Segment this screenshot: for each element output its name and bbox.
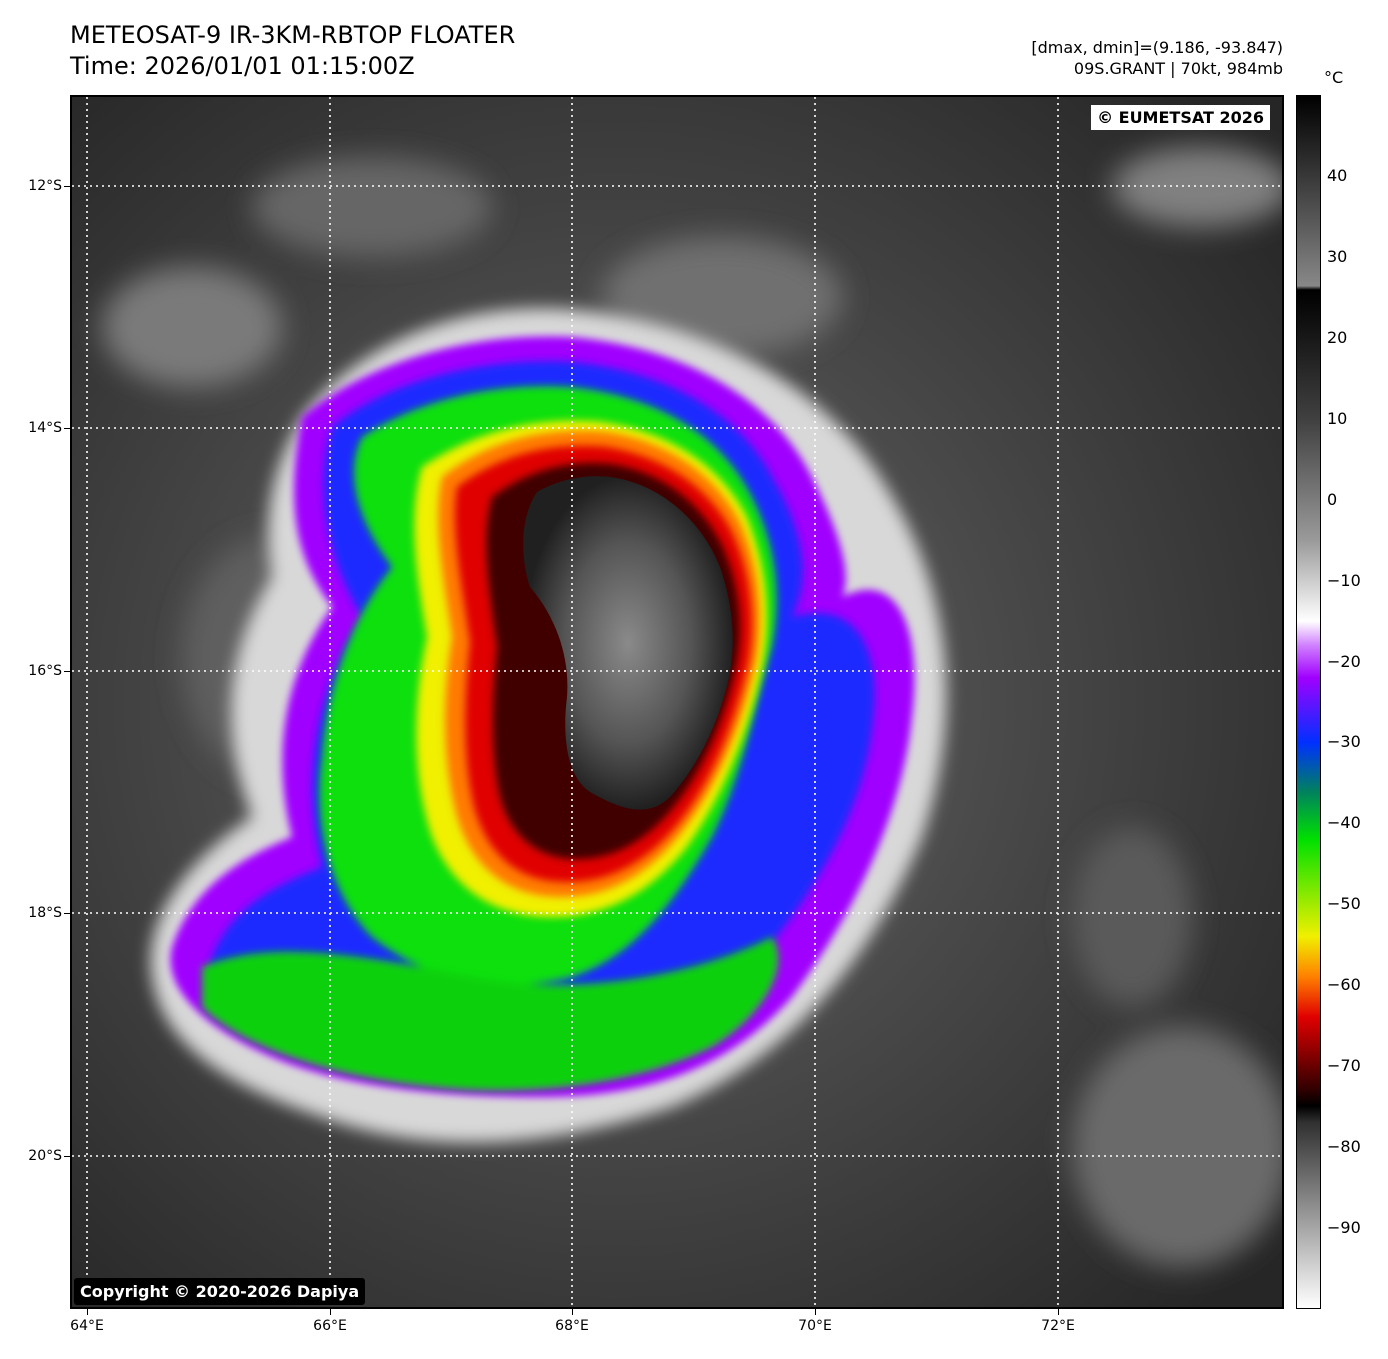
satellite-image-panel: © EUMETSAT 2026 Copyright © 2020-2026 Da… [70,95,1284,1309]
colorbar-tick-label: −50 [1327,894,1361,914]
lat-label-18s: 18°S [28,905,62,921]
colorbar-unit: °C [1324,68,1344,87]
dapiya-copyright: Copyright © 2020-2026 Dapiya [74,1278,366,1305]
satellite-image [72,97,1282,1307]
lat-label-14s: 14°S [28,420,62,436]
colorbar [1296,95,1321,1309]
colorbar-tick-label: −70 [1327,1056,1361,1076]
lon-label-64e: 64°E [70,1318,104,1334]
colorbar-tick-label: −20 [1327,651,1361,671]
lon-tick [330,1309,331,1315]
colorbar-tick-label: 40 [1327,165,1348,185]
lon-label-68e: 68°E [555,1318,589,1334]
lon-tick [87,1309,88,1315]
lat-label-12s: 12°S [28,178,62,194]
gridlines [72,97,1282,1307]
eumetsat-copyright: © EUMETSAT 2026 [1091,105,1270,130]
colorbar-tick-label: −30 [1327,732,1361,752]
colorbar-tick-label: −10 [1327,570,1361,590]
lat-tick [64,671,70,672]
lon-label-66e: 66°E [313,1318,347,1334]
lon-label-70e: 70°E [798,1318,832,1334]
lat-label-16s: 16°S [28,663,62,679]
lon-tick [1058,1309,1059,1315]
lon-label-72e: 72°E [1041,1318,1075,1334]
lon-tick [815,1309,816,1315]
lat-tick [64,1156,70,1157]
lat-label-20s: 20°S [28,1148,62,1164]
colorbar-tick-label: −80 [1327,1137,1361,1157]
lat-tick [64,428,70,429]
colorbar-tick-label: 20 [1327,327,1348,347]
colorbar-tick-label: −60 [1327,975,1361,995]
storm-eye [523,476,733,810]
lat-tick [64,186,70,187]
storm-info-label: 09S.GRANT | 70kt, 984mb [1073,59,1283,78]
image-time: Time: 2026/01/01 01:15:00Z [70,52,415,80]
lat-tick [64,913,70,914]
data-range-label: [dmax, dmin]=(9.186, -93.847) [1031,38,1283,57]
colorbar-tick-label: 30 [1327,246,1348,266]
colorbar-tick-label: −40 [1327,813,1361,833]
lon-tick [572,1309,573,1315]
colorbar-tick-label: −90 [1327,1218,1361,1238]
colorbar-tick-label: 0 [1327,489,1338,509]
colorbar-tick-label: 10 [1327,408,1348,428]
image-title: METEOSAT-9 IR-3KM-RBTOP FLOATER [70,21,516,49]
